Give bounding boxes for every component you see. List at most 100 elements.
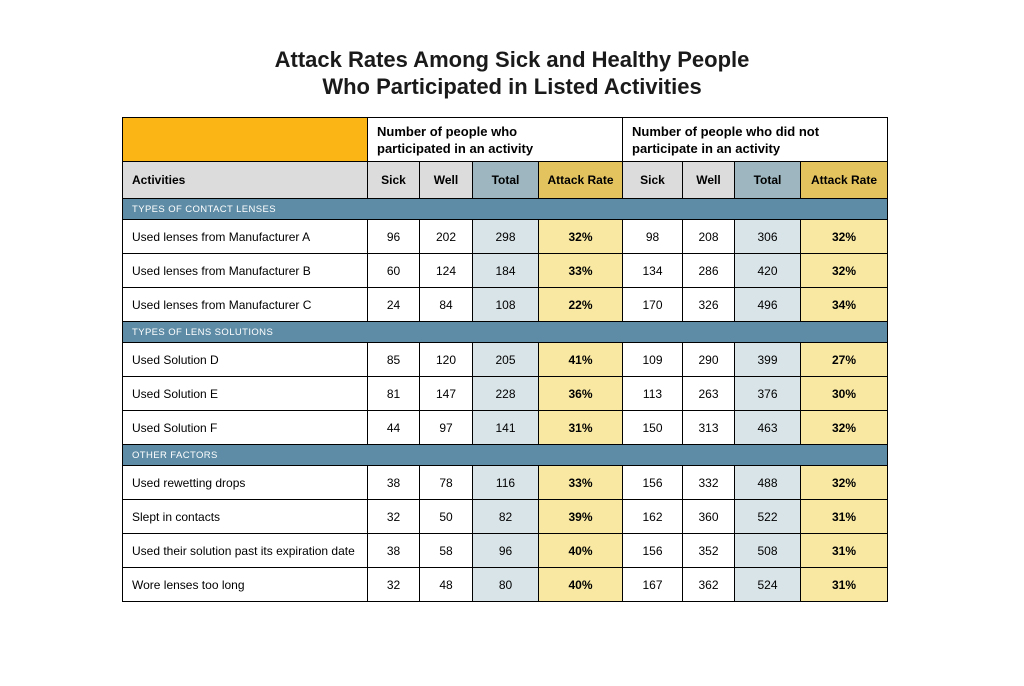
participated-sick-cell: 32: [367, 499, 420, 534]
not-participated-attack-rate-cell: 31%: [800, 533, 888, 568]
participated-sick-cell: 96: [367, 219, 420, 254]
participated-attack-rate-cell: 40%: [538, 533, 623, 568]
section-header-row: TYPES OF LENS SOLUTIONS: [122, 321, 888, 343]
activity-cell: Used lenses from Manufacturer B: [122, 253, 368, 288]
participated-total-cell: 116: [472, 465, 539, 500]
not-participated-attack-rate-cell: 32%: [800, 219, 888, 254]
participated-attack-rate-cell: 36%: [538, 376, 623, 411]
not-participated-total-cell: 306: [734, 219, 801, 254]
table-row: Used Solution D 85 120 205 41% 109 290 3…: [122, 342, 888, 377]
table-row: Used Solution F 44 97 141 31% 150 313 46…: [122, 410, 888, 445]
participated-attack-rate-cell: 22%: [538, 287, 623, 322]
table-row: Used lenses from Manufacturer B 60 124 1…: [122, 253, 888, 288]
participated-sick-cell: 32: [367, 567, 420, 602]
table-row: Used Solution E 81 147 228 36% 113 263 3…: [122, 376, 888, 411]
table-row: Used their solution past its expiration …: [122, 533, 888, 568]
not-participated-total-cell: 376: [734, 376, 801, 411]
col-header-well: Well: [419, 161, 473, 199]
not-participated-total-cell: 508: [734, 533, 801, 568]
section-header-row: OTHER FACTORS: [122, 444, 888, 466]
not-participated-attack-rate-cell: 31%: [800, 567, 888, 602]
table-row: Wore lenses too long 32 48 80 40% 167 36…: [122, 567, 888, 602]
activity-cell: Used Solution F: [122, 410, 368, 445]
participated-sick-cell: 85: [367, 342, 420, 377]
participated-total-cell: 80: [472, 567, 539, 602]
not-participated-attack-rate-cell: 27%: [800, 342, 888, 377]
col-header-sick: Sick: [622, 161, 683, 199]
not-participated-attack-rate-cell: 31%: [800, 499, 888, 534]
participated-sick-cell: 38: [367, 465, 420, 500]
not-participated-sick-cell: 98: [622, 219, 683, 254]
not-participated-sick-cell: 170: [622, 287, 683, 322]
not-participated-well-cell: 362: [682, 567, 735, 602]
not-participated-sick-cell: 162: [622, 499, 683, 534]
activity-cell: Used rewetting drops: [122, 465, 368, 500]
participated-total-cell: 141: [472, 410, 539, 445]
gold-corner-cell: [122, 117, 368, 162]
table-row: Used rewetting drops 38 78 116 33% 156 3…: [122, 465, 888, 500]
table-row: Used lenses from Manufacturer A 96 202 2…: [122, 219, 888, 254]
not-participated-well-cell: 286: [682, 253, 735, 288]
group-header-not-participated: Number of people who did not participate…: [622, 117, 888, 162]
not-participated-attack-rate-cell: 32%: [800, 253, 888, 288]
not-participated-total-cell: 524: [734, 567, 801, 602]
section-header-contact-lenses: TYPES OF CONTACT LENSES: [122, 198, 888, 220]
participated-attack-rate-cell: 33%: [538, 465, 623, 500]
participated-sick-cell: 44: [367, 410, 420, 445]
activity-cell: Used lenses from Manufacturer A: [122, 219, 368, 254]
participated-well-cell: 50: [419, 499, 473, 534]
not-participated-total-cell: 488: [734, 465, 801, 500]
col-header-activities: Activities: [122, 161, 368, 199]
activity-cell: Used Solution D: [122, 342, 368, 377]
not-participated-sick-cell: 113: [622, 376, 683, 411]
section-header-lens-solutions: TYPES OF LENS SOLUTIONS: [122, 321, 888, 343]
not-participated-well-cell: 326: [682, 287, 735, 322]
participated-sick-cell: 81: [367, 376, 420, 411]
participated-well-cell: 48: [419, 567, 473, 602]
participated-well-cell: 78: [419, 465, 473, 500]
col-header-total: Total: [472, 161, 539, 199]
not-participated-attack-rate-cell: 34%: [800, 287, 888, 322]
col-header-sick: Sick: [367, 161, 420, 199]
participated-well-cell: 202: [419, 219, 473, 254]
participated-well-cell: 124: [419, 253, 473, 288]
not-participated-attack-rate-cell: 32%: [800, 465, 888, 500]
not-participated-well-cell: 360: [682, 499, 735, 534]
not-participated-well-cell: 263: [682, 376, 735, 411]
column-header-row: Activities Sick Well Total Attack Rate S…: [122, 161, 888, 199]
participated-total-cell: 108: [472, 287, 539, 322]
participated-total-cell: 228: [472, 376, 539, 411]
not-participated-well-cell: 290: [682, 342, 735, 377]
participated-sick-cell: 38: [367, 533, 420, 568]
page: Attack Rates Among Sick and Healthy Peop…: [0, 46, 1024, 602]
not-participated-sick-cell: 156: [622, 465, 683, 500]
participated-well-cell: 97: [419, 410, 473, 445]
group-header-row: Number of people who participated in an …: [122, 117, 888, 162]
not-participated-attack-rate-cell: 32%: [800, 410, 888, 445]
activity-cell: Slept in contacts: [122, 499, 368, 534]
participated-attack-rate-cell: 31%: [538, 410, 623, 445]
not-participated-total-cell: 420: [734, 253, 801, 288]
activity-cell: Used lenses from Manufacturer C: [122, 287, 368, 322]
not-participated-total-cell: 496: [734, 287, 801, 322]
participated-total-cell: 184: [472, 253, 539, 288]
participated-attack-rate-cell: 40%: [538, 567, 623, 602]
not-participated-sick-cell: 167: [622, 567, 683, 602]
not-participated-sick-cell: 156: [622, 533, 683, 568]
participated-attack-rate-cell: 41%: [538, 342, 623, 377]
participated-well-cell: 120: [419, 342, 473, 377]
title-line-2: Who Participated in Listed Activities: [322, 74, 702, 99]
participated-attack-rate-cell: 39%: [538, 499, 623, 534]
participated-total-cell: 205: [472, 342, 539, 377]
participated-total-cell: 298: [472, 219, 539, 254]
section-header-row: TYPES OF CONTACT LENSES: [122, 198, 888, 220]
col-header-attack-rate: Attack Rate: [538, 161, 623, 199]
attack-rate-table: Number of people who participated in an …: [122, 117, 888, 602]
page-title: Attack Rates Among Sick and Healthy Peop…: [0, 46, 1024, 100]
not-participated-total-cell: 399: [734, 342, 801, 377]
not-participated-well-cell: 313: [682, 410, 735, 445]
participated-sick-cell: 24: [367, 287, 420, 322]
activity-cell: Wore lenses too long: [122, 567, 368, 602]
not-participated-sick-cell: 109: [622, 342, 683, 377]
participated-total-cell: 96: [472, 533, 539, 568]
